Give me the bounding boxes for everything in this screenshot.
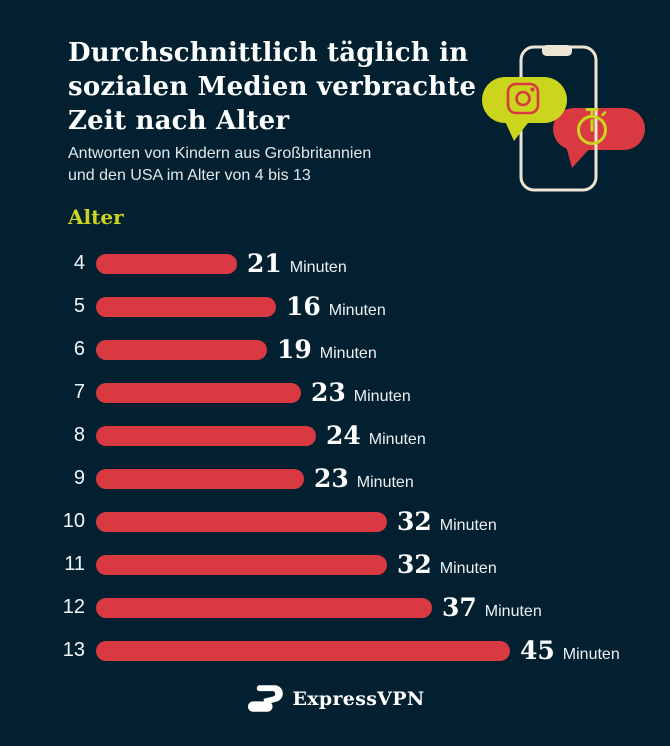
- age-label: 11: [64, 553, 85, 575]
- bar: [96, 468, 304, 489]
- age-label: 8: [73, 424, 85, 446]
- age-label: 10: [62, 510, 85, 532]
- speech-bubble-right: [553, 108, 645, 168]
- value-group: 16 Minuten: [286, 292, 386, 321]
- chart-row: 8 24 Minuten: [40, 414, 660, 457]
- instagram-icon: [506, 82, 540, 115]
- chart-row: 4 21 Minuten: [40, 242, 660, 285]
- bar: [96, 253, 237, 274]
- unit-label: Minuten: [289, 259, 347, 276]
- value-group: 45 Minuten: [520, 636, 620, 665]
- subtitle-line-2: und den USA im Alter von 4 bis 13: [68, 167, 311, 184]
- unit-label: Minuten: [356, 474, 414, 491]
- bar-chart: 4 21 Minuten 5 16 Minuten 6 19 Minuten 7 23 Minuten…: [40, 242, 660, 672]
- age-label: 6: [73, 338, 85, 360]
- age-label: 7: [73, 381, 85, 403]
- subtitle: Antworten von Kindern aus Großbritannien…: [68, 143, 468, 187]
- age-label: 13: [62, 639, 85, 661]
- chart-row: 5 16 Minuten: [40, 285, 660, 328]
- subtitle-line-1: Antworten von Kindern aus Großbritannien: [68, 145, 372, 162]
- brand-name: ExpressVPN: [292, 687, 425, 710]
- value-group: 37 Minuten: [442, 593, 542, 622]
- value-group: 23 Minuten: [311, 378, 411, 407]
- unit-label: Minuten: [368, 431, 426, 448]
- value-label: 45: [520, 636, 555, 665]
- age-label: 9: [73, 467, 85, 489]
- stopwatch-icon: [577, 108, 607, 145]
- value-group: 21 Minuten: [247, 249, 347, 278]
- value-label: 23: [314, 464, 349, 493]
- value-label: 32: [397, 550, 432, 579]
- value-label: 21: [247, 249, 282, 278]
- value-group: 24 Minuten: [326, 421, 426, 450]
- chart-row: 7 23 Minuten: [40, 371, 660, 414]
- bar: [96, 640, 510, 661]
- value-label: 37: [442, 593, 477, 622]
- brand-footer: ExpressVPN: [0, 683, 670, 714]
- chart-row: 9 23 Minuten: [40, 457, 660, 500]
- phone-illustration: [482, 45, 645, 192]
- age-label: 5: [73, 295, 85, 317]
- age-label: 4: [73, 252, 85, 274]
- unit-label: Minuten: [439, 560, 497, 577]
- bar: [96, 511, 387, 532]
- bar: [96, 382, 301, 403]
- chart-row: 10 32 Minuten: [40, 500, 660, 543]
- value-label: 19: [277, 335, 312, 364]
- unit-label: Minuten: [319, 345, 377, 362]
- chart-row: 12 37 Minuten: [40, 586, 660, 629]
- age-label: 12: [62, 596, 85, 618]
- value-group: 32 Minuten: [397, 550, 497, 579]
- page-title: Durchschnittlich täglich in sozialen Med…: [68, 36, 498, 138]
- unit-label: Minuten: [353, 388, 411, 405]
- chart-row: 13 45 Minuten: [40, 629, 660, 672]
- title-line-3: Zeit nach Alter: [68, 106, 290, 136]
- bar: [96, 339, 267, 360]
- chart-row: 6 19 Minuten: [40, 328, 660, 371]
- title-line-2: sozialen Medien verbrachte: [68, 72, 477, 102]
- value-label: 24: [326, 421, 361, 450]
- value-label: 23: [311, 378, 346, 407]
- bar: [96, 425, 316, 446]
- unit-label: Minuten: [328, 302, 386, 319]
- unit-label: Minuten: [439, 517, 497, 534]
- chart-rows: 4 21 Minuten 5 16 Minuten 6 19 Minuten 7 23 Minuten…: [40, 242, 660, 672]
- axis-label: Alter: [68, 205, 124, 229]
- unit-label: Minuten: [562, 646, 620, 663]
- bar: [96, 554, 387, 575]
- chart-row: 11 32 Minuten: [40, 543, 660, 586]
- expressvpn-logo-icon: [247, 685, 283, 712]
- value-group: 19 Minuten: [277, 335, 377, 364]
- value-group: 23 Minuten: [314, 464, 414, 493]
- value-label: 16: [286, 292, 321, 321]
- value-group: 32 Minuten: [397, 507, 497, 536]
- unit-label: Minuten: [484, 603, 542, 620]
- value-label: 32: [397, 507, 432, 536]
- speech-bubble-left: [482, 77, 567, 141]
- bar: [96, 296, 276, 317]
- bar: [96, 597, 432, 618]
- title-line-1: Durchschnittlich täglich in: [68, 38, 469, 68]
